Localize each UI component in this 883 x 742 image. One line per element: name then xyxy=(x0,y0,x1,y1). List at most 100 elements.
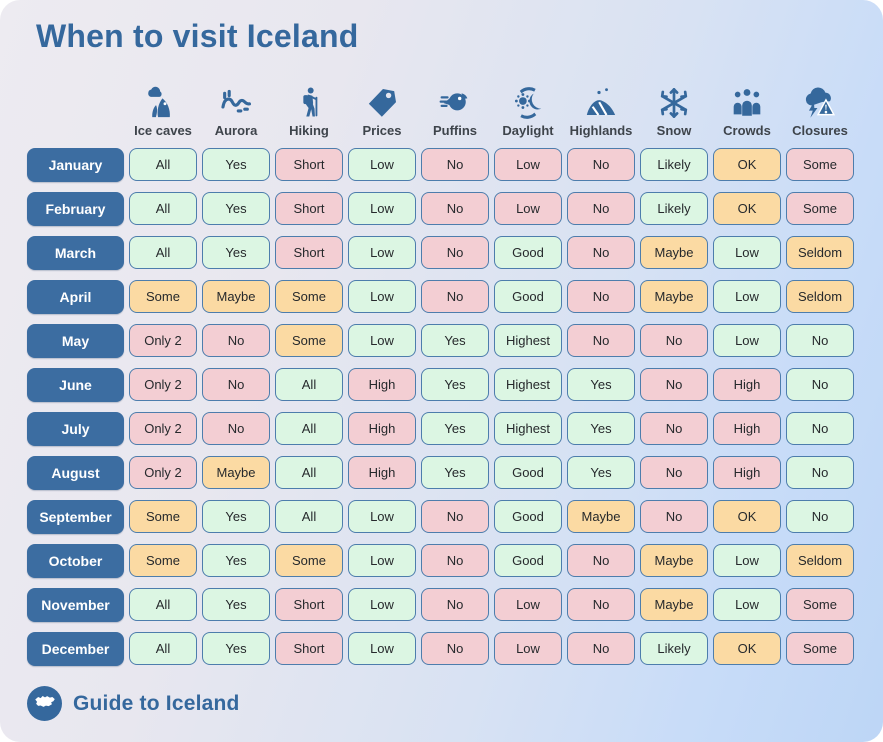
table-cell: High xyxy=(348,456,416,489)
table-cell: Some xyxy=(129,500,197,533)
month-pill: January xyxy=(27,148,124,182)
table-cell: Yes xyxy=(202,192,270,225)
daylight-icon xyxy=(510,85,546,121)
table-cell: Likely xyxy=(640,192,708,225)
puffin-icon xyxy=(437,85,473,121)
table-cell: Yes xyxy=(202,148,270,181)
table-cell: Low xyxy=(348,324,416,357)
table-cell: Only 2 xyxy=(129,412,197,445)
visit-table: Ice caves Aurora Hiking Prices Puffins Daylig… xyxy=(27,80,854,666)
table-cell: No xyxy=(202,324,270,357)
brand-wordmark: Guide to Iceland xyxy=(73,691,240,715)
column-header: Snow xyxy=(640,80,708,138)
table-cell: No xyxy=(640,456,708,489)
table-cell: Yes xyxy=(202,588,270,621)
table-cell: OK xyxy=(713,500,781,533)
table-cell: Good xyxy=(494,456,562,489)
table-cell: Low xyxy=(348,500,416,533)
guide-to-iceland-logo xyxy=(27,686,62,721)
table-cell: Highest xyxy=(494,324,562,357)
month-pill: April xyxy=(27,280,124,314)
table-cell: OK xyxy=(713,148,781,181)
table-cell: Seldom xyxy=(786,236,854,269)
table-cell: No xyxy=(421,588,489,621)
table-cell: Low xyxy=(713,324,781,357)
table-cell: Low xyxy=(713,236,781,269)
table-cell: Maybe xyxy=(640,236,708,269)
footer: Guide to Iceland xyxy=(27,686,240,721)
table-cell: Yes xyxy=(421,412,489,445)
table-cell: Some xyxy=(275,544,343,577)
table-cell: No xyxy=(640,500,708,533)
table-cell: No xyxy=(567,588,635,621)
table-cell: No xyxy=(786,412,854,445)
table-cell: Likely xyxy=(640,632,708,665)
table-cell: No xyxy=(421,148,489,181)
table-cell: Low xyxy=(348,544,416,577)
table-cell: Some xyxy=(786,588,854,621)
page-title: When to visit Iceland xyxy=(36,18,359,54)
table-cell: Low xyxy=(348,192,416,225)
table-cell: Only 2 xyxy=(129,324,197,357)
table-cell: All xyxy=(275,500,343,533)
table-cell: No xyxy=(567,148,635,181)
column-label: Ice caves xyxy=(134,123,192,138)
highlands-icon xyxy=(583,85,619,121)
table-cell: No xyxy=(202,412,270,445)
table-cell: Good xyxy=(494,544,562,577)
column-label: Closures xyxy=(792,123,848,138)
column-label: Crowds xyxy=(723,123,771,138)
table-cell: Only 2 xyxy=(129,368,197,401)
column-header: Highlands xyxy=(567,80,635,138)
table-cell: Some xyxy=(129,280,197,313)
snowflake-icon xyxy=(656,85,692,121)
table-cell: No xyxy=(421,280,489,313)
table-cell: Low xyxy=(494,148,562,181)
table-cell: Some xyxy=(786,632,854,665)
table-cell: Yes xyxy=(567,412,635,445)
table-cell: Yes xyxy=(202,236,270,269)
table-cell: No xyxy=(640,368,708,401)
hiking-icon xyxy=(291,85,327,121)
table-cell: Likely xyxy=(640,148,708,181)
price-tag-icon xyxy=(364,85,400,121)
table-cell: High xyxy=(713,368,781,401)
column-label: Highlands xyxy=(569,123,633,138)
month-pill: August xyxy=(27,456,124,490)
table-cell: All xyxy=(129,192,197,225)
table-cell: All xyxy=(129,148,197,181)
column-header: Ice caves xyxy=(129,80,197,138)
column-label: Snow xyxy=(656,123,692,138)
table-cell: No xyxy=(421,500,489,533)
column-header: Daylight xyxy=(494,80,562,138)
table-cell: Low xyxy=(494,192,562,225)
table-cell: Highest xyxy=(494,412,562,445)
table-cell: Yes xyxy=(567,368,635,401)
month-pill: October xyxy=(27,544,124,578)
table-cell: Highest xyxy=(494,368,562,401)
table-cell: All xyxy=(129,236,197,269)
table-cell: Low xyxy=(348,588,416,621)
column-header: Aurora xyxy=(202,80,270,138)
table-cell: Short xyxy=(275,148,343,181)
column-header: Closures xyxy=(786,80,854,138)
column-header: Prices xyxy=(348,80,416,138)
iceland-map-icon xyxy=(32,688,58,719)
column-header: Puffins xyxy=(421,80,489,138)
table-cell: Short xyxy=(275,192,343,225)
table-cell: Yes xyxy=(421,368,489,401)
table-cell: No xyxy=(567,544,635,577)
table-cell: OK xyxy=(713,192,781,225)
table-cell: Seldom xyxy=(786,544,854,577)
ice-caves-icon xyxy=(145,85,181,121)
table-cell: Good xyxy=(494,500,562,533)
table-cell: Low xyxy=(713,280,781,313)
aurora-icon xyxy=(218,85,254,121)
table-cell: Low xyxy=(348,632,416,665)
table-cell: No xyxy=(640,324,708,357)
table-cell: Good xyxy=(494,280,562,313)
table-cell: Maybe xyxy=(640,588,708,621)
table-cell: Maybe xyxy=(202,280,270,313)
table-cell: Some xyxy=(129,544,197,577)
